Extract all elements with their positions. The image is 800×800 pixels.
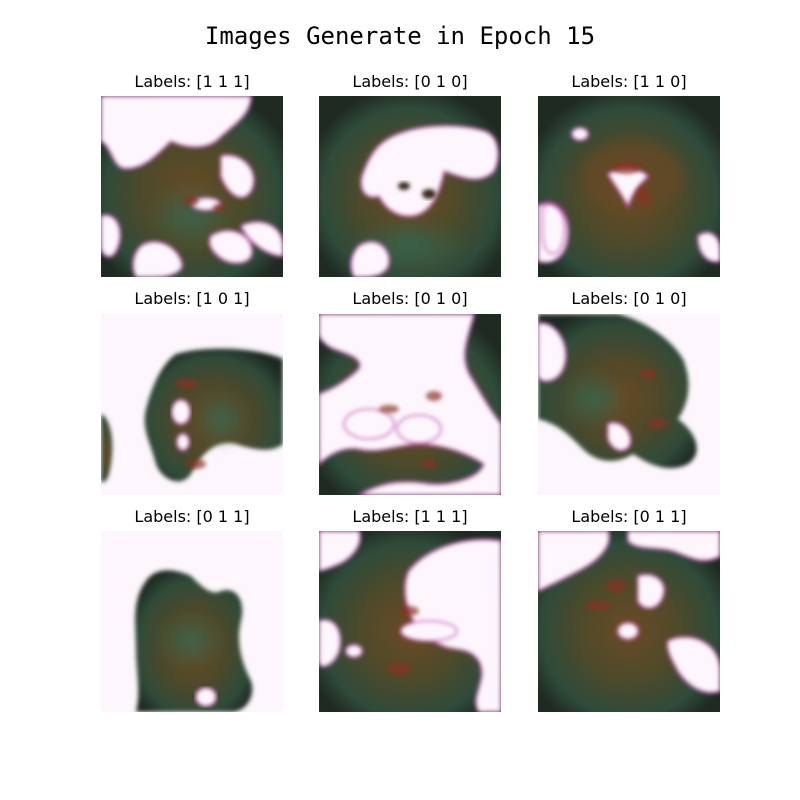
cell-label-9: Labels: [0 1 1] xyxy=(571,507,687,526)
cell-label-2: Labels: [0 1 0] xyxy=(352,72,468,91)
generated-image-1 xyxy=(101,96,283,277)
generated-image-3 xyxy=(538,96,720,277)
generated-image-6 xyxy=(538,314,720,495)
cell-label-5: Labels: [0 1 0] xyxy=(352,289,468,308)
generated-image-5 xyxy=(319,314,501,495)
generated-image-7 xyxy=(101,531,283,712)
cell-label-6: Labels: [0 1 0] xyxy=(571,289,687,308)
generated-image-4 xyxy=(101,314,283,495)
generated-image-2 xyxy=(319,96,501,277)
cell-label-1: Labels: [1 1 1] xyxy=(134,72,250,91)
generated-image-9 xyxy=(538,531,720,712)
cell-label-7: Labels: [0 1 1] xyxy=(134,507,250,526)
cell-label-3: Labels: [1 1 0] xyxy=(571,72,687,91)
generated-image-8 xyxy=(319,531,501,712)
cell-label-4: Labels: [1 0 1] xyxy=(134,289,250,308)
cell-label-8: Labels: [1 1 1] xyxy=(352,507,468,526)
figure-title: Images Generate in Epoch 15 xyxy=(204,22,596,50)
